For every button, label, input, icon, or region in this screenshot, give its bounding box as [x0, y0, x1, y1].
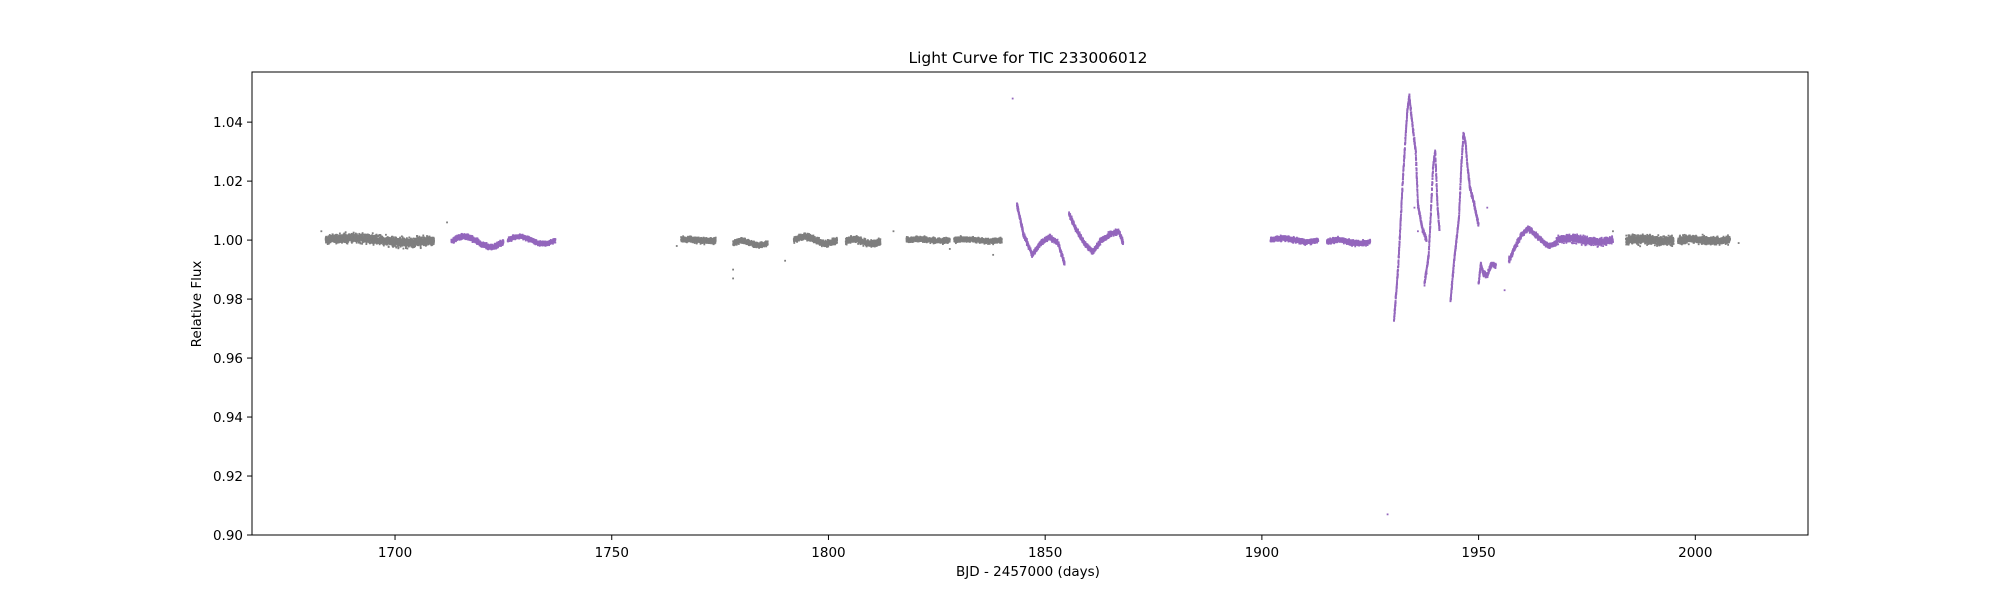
y-tick-label: 0.90: [213, 528, 243, 544]
flux-point: [376, 234, 378, 236]
flux-point: [715, 237, 717, 239]
x-tick-label: 1900: [1245, 545, 1279, 561]
flux-point: [393, 236, 395, 238]
flux-point: [738, 243, 740, 245]
x-axis-label: BJD - 2457000 (days): [956, 564, 1100, 580]
flux-point: [864, 239, 866, 241]
flux-point: [372, 232, 374, 234]
flux-point: [385, 234, 387, 236]
flux-point: [714, 242, 716, 244]
x-tick-label: 1850: [1028, 545, 1062, 561]
flux-point: [862, 245, 864, 247]
flux-point: [767, 243, 769, 245]
flux-point: [433, 243, 435, 245]
flux-point: [347, 243, 349, 245]
y-tick-label: 0.94: [213, 410, 243, 426]
flux-point: [879, 241, 881, 243]
flux-point: [793, 242, 795, 244]
flux-point: [880, 243, 882, 245]
flux-point: [416, 235, 418, 237]
flux-point: [846, 244, 848, 246]
flux-point: [360, 243, 362, 245]
flux-point: [767, 240, 769, 242]
flux-point: [395, 247, 397, 249]
y-tick-label: 0.92: [213, 469, 243, 485]
x-tick-label: 1700: [378, 545, 412, 561]
flux-point: [703, 243, 705, 245]
y-tick-label: 1.00: [213, 233, 243, 249]
flux-point: [836, 240, 838, 242]
flux-point: [388, 246, 390, 248]
y-axis-label: Relative Flux: [189, 261, 205, 348]
y-tick-label: 0.98: [213, 292, 243, 308]
flux-point: [949, 241, 951, 243]
flux-point: [406, 248, 408, 250]
flux-point: [433, 241, 435, 243]
flux-point: [398, 247, 400, 249]
flux-point: [944, 237, 946, 239]
flux-point: [408, 237, 410, 239]
flux-point: [744, 238, 746, 240]
flux-point: [373, 244, 375, 246]
flux-point: [426, 244, 428, 246]
flux-point: [336, 234, 338, 236]
y-tick-label: 0.96: [213, 351, 243, 367]
flux-point: [710, 242, 712, 244]
flux-point: [433, 240, 435, 242]
flux-point: [836, 242, 838, 244]
flux-point: [879, 238, 881, 240]
flux-point: [353, 232, 355, 234]
flux-point: [345, 231, 347, 233]
flux-point: [715, 240, 717, 242]
flux-point: [403, 248, 405, 250]
y-tick-label: 1.04: [213, 115, 243, 131]
x-tick-label: 1800: [811, 545, 845, 561]
flux-point: [399, 237, 401, 239]
flux-point: [418, 236, 420, 238]
x-tick-label: 2000: [1678, 545, 1712, 561]
y-tick-label: 1.02: [213, 174, 243, 190]
flux-point: [420, 247, 422, 249]
flux-point: [827, 246, 829, 248]
flux-point: [949, 238, 951, 240]
x-tick-label: 1950: [1461, 545, 1495, 561]
flux-point: [422, 235, 424, 237]
chart-title: Light Curve for TIC 233006012: [908, 49, 1147, 67]
flux-point: [433, 238, 435, 240]
flux-point: [339, 233, 341, 235]
x-tick-label: 1750: [595, 545, 629, 561]
flux-point: [818, 237, 820, 239]
